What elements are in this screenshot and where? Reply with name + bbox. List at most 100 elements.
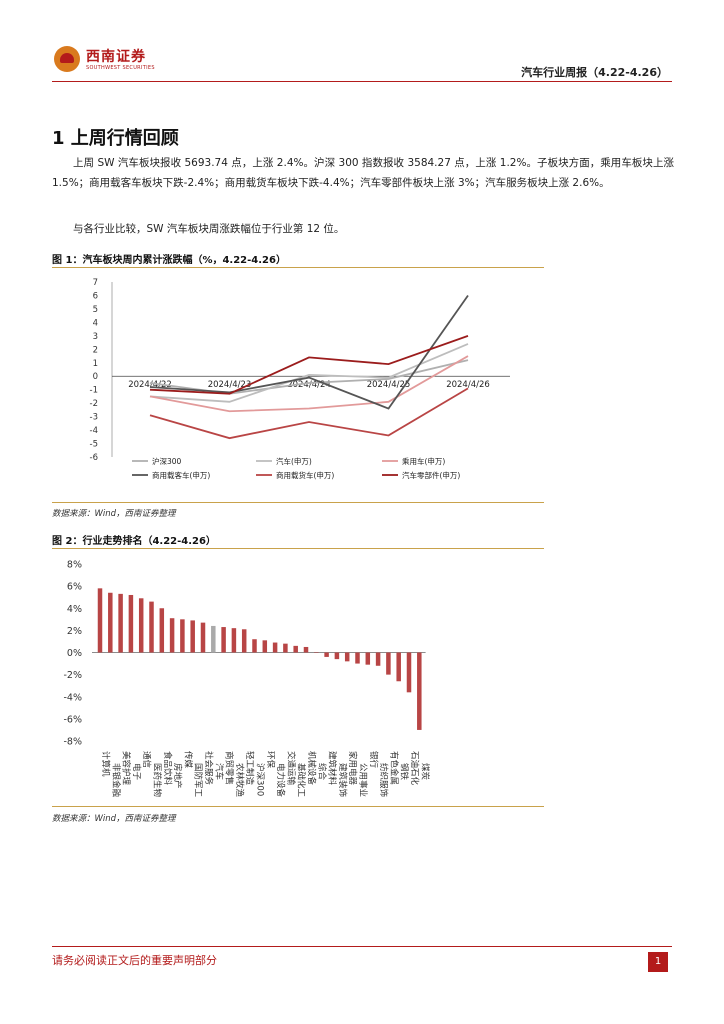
- category-label: 国防军工: [193, 763, 204, 798]
- bar-0: [97, 588, 103, 653]
- bar-6: [159, 608, 165, 653]
- y-tick-label: -4: [90, 426, 98, 436]
- category-label: 美容护理: [121, 751, 132, 786]
- bar-4: [138, 598, 144, 653]
- x-tick-label: 2024/4/26: [446, 380, 490, 390]
- figure1-title: 图 1：汽车板块周内累计涨跌幅（%，4.22-4.26）: [52, 255, 286, 266]
- bar-27: [375, 652, 381, 666]
- bar-25: [355, 652, 360, 664]
- y-tick-label: -6: [90, 453, 98, 463]
- legend-label: 沪深300: [152, 456, 182, 466]
- category-label: 机械设备: [306, 751, 317, 786]
- legend-label: 商用载客车(申万): [152, 470, 210, 480]
- category-label: 基础化工: [296, 763, 307, 798]
- category-label: 建筑材料: [327, 751, 338, 786]
- logo-name: 西南证券: [86, 49, 146, 65]
- category-label: 农林牧渔: [234, 763, 245, 798]
- x-tick-label: 2024/4/24: [287, 380, 331, 390]
- y-tick-label: -8%: [64, 737, 83, 748]
- x-tick-label: 2024/4/23: [208, 380, 252, 390]
- paragraph-industry-rank: 与各行业比较，SW 汽车板块周涨跌幅位于行业第 12 位。: [73, 223, 345, 235]
- bar-1: [108, 592, 113, 653]
- bar-28: [386, 652, 391, 675]
- y-tick-label: -5: [90, 440, 98, 450]
- category-label: 计算机: [100, 751, 111, 777]
- y-tick-label: 2: [93, 345, 98, 355]
- category-label: 非银金融: [110, 763, 121, 798]
- category-label: 公用事业: [358, 763, 369, 797]
- bar-11: [211, 625, 216, 653]
- category-label: 电子: [131, 763, 142, 781]
- series-line-5: [149, 334, 469, 395]
- footer-divider: [52, 946, 672, 947]
- report-title: 汽车行业周报（4.22-4.26）: [521, 66, 668, 79]
- y-tick-label: 7: [93, 278, 98, 288]
- y-tick-label: 6: [93, 291, 98, 301]
- bar-20: [303, 646, 309, 653]
- page-number: 1: [648, 952, 668, 972]
- y-tick-label: 3: [93, 332, 98, 342]
- category-label: 轻工制造: [244, 751, 255, 786]
- bar-chart: 8% 6% 4% 2% 0% -2% -4% -6% -8% 计算机 非银金融 美容护理 电子通信医药生…: [64, 560, 431, 798]
- bar-30: [406, 652, 412, 693]
- bar-8: [180, 619, 185, 653]
- series-line-4: [149, 387, 469, 440]
- bar-19: [293, 645, 298, 653]
- y-tick-label: -6%: [64, 714, 83, 725]
- category-label: 钢铁: [399, 763, 410, 781]
- category-label: 汽车: [213, 763, 224, 780]
- y-tick-label: -2: [90, 399, 98, 409]
- bar-23: [334, 652, 340, 660]
- legend-label: 乘用车(申万): [402, 456, 445, 466]
- y-tick-label: 6%: [67, 582, 82, 593]
- category-label: 纺织服饰: [378, 763, 389, 798]
- category-label: 通信: [141, 751, 152, 769]
- y-tick-label: 0: [93, 372, 98, 382]
- y-tick-label: -2%: [64, 670, 83, 681]
- figure2-title: 图 2：行业走势排名（4.22-4.26）: [52, 536, 216, 547]
- y-tick-label: -4%: [64, 692, 83, 703]
- bar-18: [283, 643, 288, 653]
- bar-17: [272, 642, 278, 653]
- category-label: 综合: [316, 763, 327, 781]
- category-label: 商贸零售: [224, 751, 235, 785]
- bar-9: [190, 620, 195, 653]
- figure2-divider: [52, 548, 544, 549]
- header-divider: [52, 81, 672, 82]
- bar-15: [252, 639, 257, 653]
- y-tick-label: 0%: [67, 648, 82, 659]
- series-line-1: [149, 343, 469, 403]
- bar-7: [169, 618, 175, 653]
- legend-label: 商用载货车(申万): [276, 470, 334, 480]
- section-heading: 1 上周行情回顾: [52, 128, 179, 149]
- figure1-bottom-divider: [52, 502, 544, 503]
- y-tick-label: 2%: [67, 626, 82, 637]
- legend-label: 汽车(申万): [276, 456, 312, 466]
- category-label: 食品饮料: [162, 751, 173, 786]
- category-label: 家用电器: [347, 751, 358, 786]
- category-label: 沪深300: [255, 763, 266, 796]
- bar-10: [200, 622, 206, 653]
- bar-21: [314, 652, 319, 653]
- category-label: 环保: [265, 751, 276, 769]
- y-tick-label: 4%: [67, 604, 82, 615]
- bar-3: [128, 594, 134, 653]
- x-tick-label: 2024/4/25: [367, 380, 411, 390]
- figure2-source: 数据来源：Wind，西南证券整理: [52, 814, 176, 824]
- bar-2: [118, 593, 123, 653]
- bar-24: [344, 652, 350, 662]
- y-tick-label: -3: [90, 413, 98, 423]
- figure2-bottom-divider: [52, 806, 544, 807]
- series-line-2: [149, 355, 469, 413]
- y-tick-label: 1: [93, 359, 98, 369]
- footer-disclaimer: 请务必阅读正文后的重要声明部分: [52, 954, 217, 967]
- bar-12: [221, 627, 226, 653]
- y-tick-label: 8%: [67, 560, 82, 571]
- bar-14: [241, 629, 247, 653]
- bar-13: [231, 628, 237, 653]
- bar-31: [417, 652, 422, 730]
- series-line-3: [149, 294, 469, 410]
- category-label: 医药生物: [152, 763, 163, 798]
- logo-english: SOUTHWEST SECURITIES: [86, 65, 155, 71]
- category-label: 有色金属: [388, 751, 399, 785]
